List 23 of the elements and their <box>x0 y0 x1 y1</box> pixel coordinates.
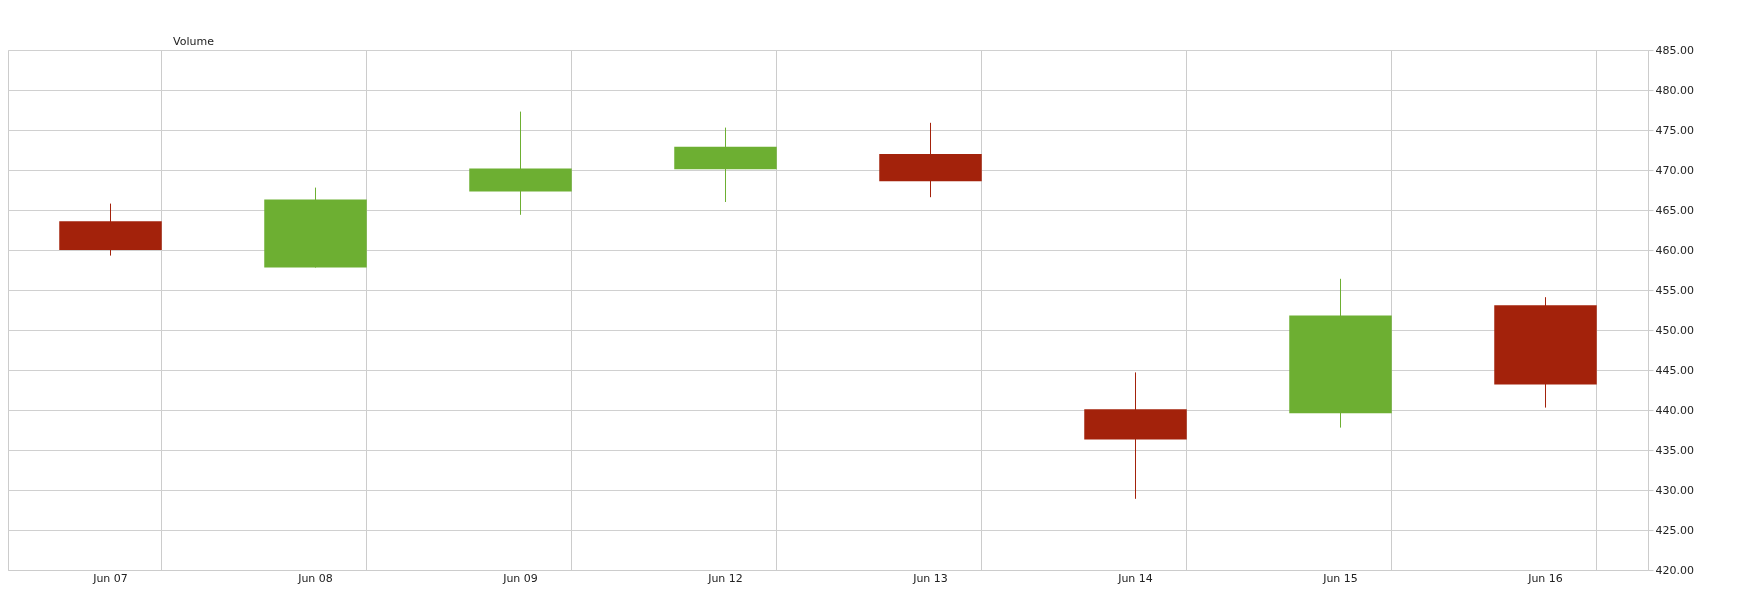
y-tick-label: 475.00 <box>1655 123 1694 137</box>
y-tick-label: 420.00 <box>1655 563 1694 577</box>
x-tick-label: Jun 15 <box>1322 571 1358 585</box>
x-tick-label: Jun 16 <box>1527 571 1563 585</box>
y-tick-label: 455.00 <box>1655 283 1694 297</box>
y-tick-label: 425.00 <box>1655 523 1694 537</box>
y-tick-label: 480.00 <box>1655 83 1694 97</box>
x-tick-label: Jun 08 <box>297 571 333 585</box>
y-tick-label: 435.00 <box>1655 443 1694 457</box>
x-tick-label: Jun 13 <box>912 571 948 585</box>
y-tick-label: 440.00 <box>1655 403 1694 417</box>
y-tick-label: 465.00 <box>1655 203 1694 217</box>
text: Volume <box>173 35 215 48</box>
y-tick-label: 445.00 <box>1655 363 1694 377</box>
y-tick-label: 450.00 <box>1655 323 1694 337</box>
x-tick-label: Jun 14 <box>1117 571 1153 585</box>
y-tick-label: 470.00 <box>1655 163 1694 177</box>
x-tick-label: Jun 12 <box>707 571 743 585</box>
x-tick-label: Jun 09 <box>502 571 538 585</box>
y-tick-label: 430.00 <box>1655 483 1694 497</box>
y-tick-label: 485.00 <box>1655 43 1694 57</box>
y-tick-label: 460.00 <box>1655 243 1694 257</box>
x-tick-label: Jun 07 <box>92 571 128 585</box>
